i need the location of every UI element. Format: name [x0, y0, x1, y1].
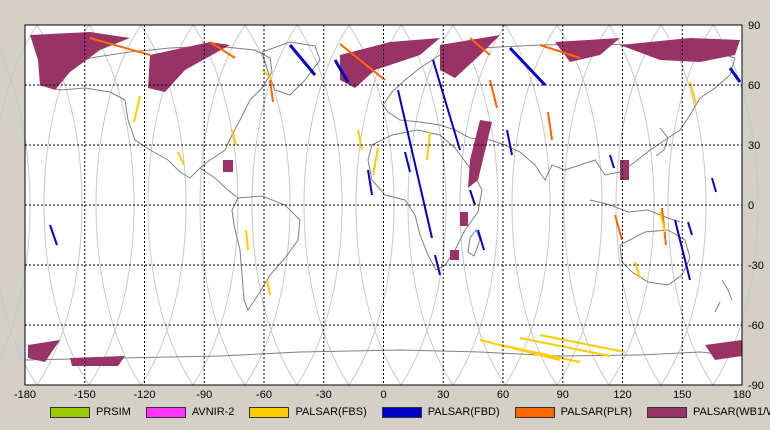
orbit-track	[667, 24, 714, 386]
lat-tick-label: 0	[748, 200, 754, 212]
lon-tick-label: -180	[14, 389, 36, 401]
legend-label: AVNIR-2	[191, 406, 235, 418]
lon-tick-label: -30	[316, 389, 332, 401]
legend-label: PALSAR(FBS)	[295, 406, 367, 418]
orbit-track	[199, 24, 246, 386]
latitude-labels: 90 60 30 0 -30 -60 -90	[748, 20, 764, 392]
lat-lon-grid	[25, 25, 742, 385]
legend: PRSIM AVNIR-2 PALSAR(FBS) PALSAR(FBD) PALSAR…	[50, 403, 770, 421]
lon-tick-label: 0	[380, 389, 386, 401]
lon-tick-label: -60	[256, 389, 272, 401]
lon-tick-label: 30	[437, 389, 449, 401]
lat-tick-label: 60	[748, 80, 760, 92]
legend-label: PALSAR(WB1/WB2)	[693, 406, 770, 418]
lon-tick-label: 180	[733, 389, 751, 401]
lon-tick-label: -120	[133, 389, 155, 401]
lat-tick-label: -30	[748, 260, 764, 272]
orbit-track	[615, 24, 662, 386]
legend-swatch	[50, 406, 90, 418]
lat-tick-label: 30	[748, 140, 760, 152]
map-border	[24, 24, 743, 386]
lon-tick-label: 90	[557, 389, 569, 401]
orbit-tracks	[0, 24, 759, 386]
orbit-track	[251, 24, 298, 386]
lon-tick-label: -90	[196, 389, 212, 401]
orbit-track	[511, 24, 558, 386]
lon-tick-label: 120	[613, 389, 631, 401]
legend-label: PRSIM	[96, 406, 131, 418]
legend-label: PALSAR(PLR)	[560, 406, 632, 418]
legend-swatch	[647, 406, 687, 418]
lon-tick-label: -150	[74, 389, 96, 401]
legend-label: PALSAR(FBD)	[427, 406, 500, 418]
lat-tick-label: -60	[748, 320, 764, 332]
orbit-track	[459, 24, 506, 386]
orbit-track	[303, 24, 350, 386]
legend-item: PALSAR(FBD)	[381, 406, 500, 418]
lat-tick-label: 90	[748, 20, 760, 32]
observation-swaths	[28, 32, 742, 366]
legend-swatch	[145, 406, 186, 418]
legend-swatch	[514, 406, 555, 418]
lon-tick-label: 150	[673, 389, 691, 401]
lon-tick-label: 60	[497, 389, 509, 401]
legend-item: AVNIR-2	[145, 406, 235, 418]
legend-swatch	[249, 406, 290, 418]
longitude-labels: -180 -150 -120 -90 -60 -30 0 30 60 90 120 150 180	[14, 389, 751, 401]
legend-item: PALSAR(PLR)	[514, 406, 632, 418]
orbit-track	[0, 24, 38, 386]
orbit-track	[95, 24, 142, 386]
lat-tick-label: -90	[748, 380, 764, 392]
legend-item: PALSAR(WB1/WB2)	[647, 406, 770, 418]
legend-swatch	[381, 406, 422, 418]
legend-item: PALSAR(FBS)	[249, 406, 367, 418]
legend-item: PRSIM	[50, 406, 131, 418]
